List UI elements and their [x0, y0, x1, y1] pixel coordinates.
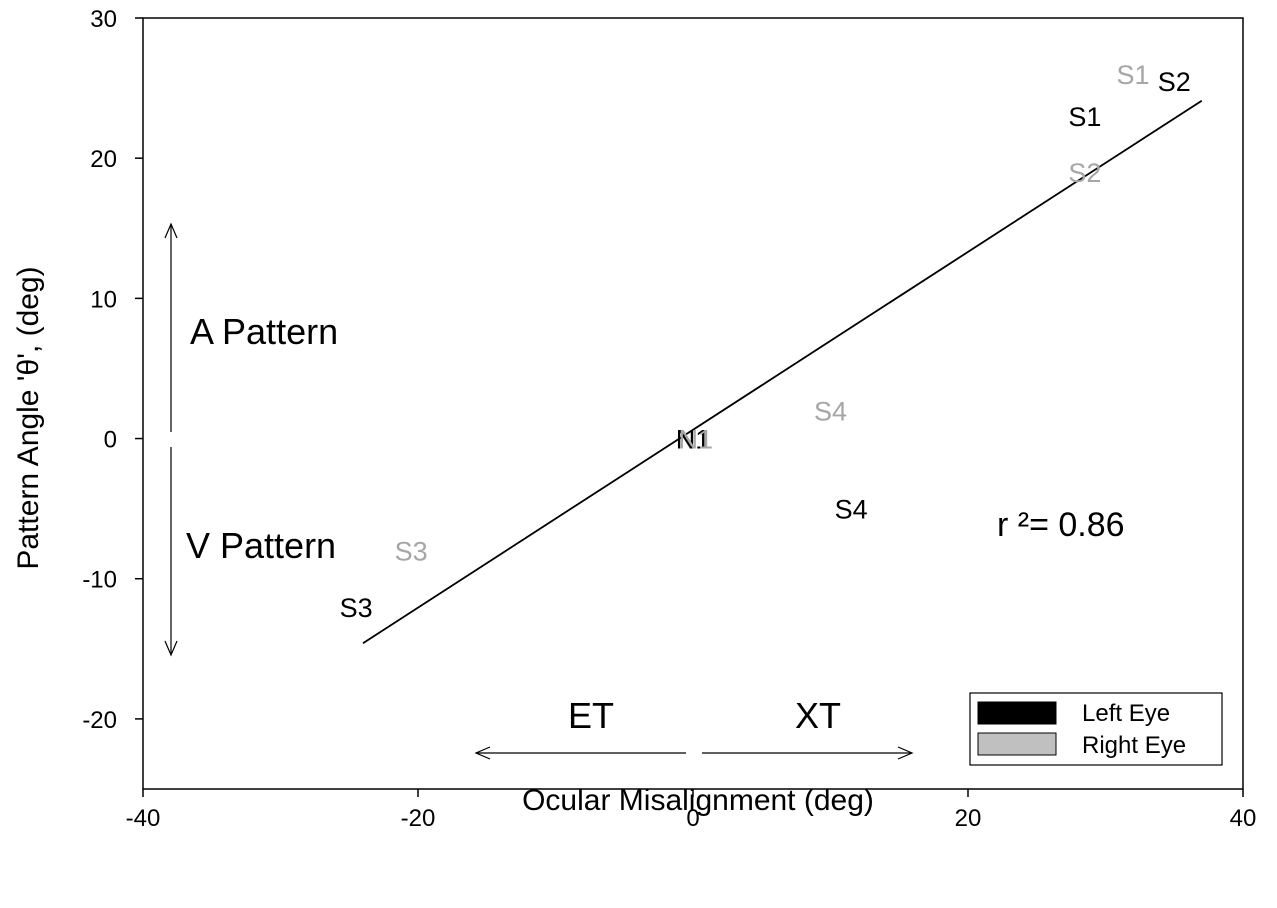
y-tick-label: 10 [90, 286, 117, 313]
point-s3-right-eye: S3 [395, 537, 428, 567]
point-n1-left-eye: N1 [676, 425, 711, 455]
legend-label-right-eye: Right Eye [1082, 732, 1186, 759]
x-tick-label: -20 [401, 805, 436, 832]
x-tick-label: 40 [1230, 805, 1257, 832]
legend-swatch-left-eye [977, 701, 1057, 725]
point-s2-right-eye: S2 [1068, 158, 1101, 188]
plot-frame [142, 17, 1244, 790]
r-squared-label: r ²= 0.86 [997, 506, 1125, 544]
point-n1-right-eye: N1 [678, 425, 713, 455]
et-arrowhead [474, 746, 491, 760]
point-s1-left-eye: S1 [1068, 102, 1101, 132]
point-s4-right-eye: S4 [814, 397, 847, 427]
x-tick-label: 20 [955, 805, 982, 832]
legend-label-left-eye: Left Eye [1082, 700, 1170, 727]
axis-ticks: -40 -20 0 20 40 -20 -10 0 10 20 30 [82, 6, 1256, 832]
y-tick-label: 20 [90, 146, 117, 173]
xt-arrowhead [897, 746, 914, 760]
fit-line [362, 99, 1203, 644]
xt-label: XT [795, 695, 841, 736]
a-pattern-label: A Pattern [190, 311, 338, 352]
v-pattern-arrowhead [164, 640, 178, 657]
a-pattern-arrowhead [164, 222, 178, 239]
point-s4-left-eye: S4 [835, 495, 868, 525]
point-s2-left-eye: S2 [1158, 67, 1191, 97]
y-tick-label: -20 [82, 707, 117, 734]
x-tick-label: -40 [126, 805, 161, 832]
point-s1-right-eye: S1 [1116, 60, 1149, 90]
legend-swatch-right-eye [977, 732, 1057, 756]
y-axis-title: Pattern Angle 'θ', (deg) [12, 266, 45, 569]
x-tick-label: 0 [686, 805, 699, 832]
et-label: ET [568, 695, 614, 736]
regression-line [362, 99, 1203, 644]
y-tick-label: 0 [104, 427, 117, 454]
y-tick-label: -10 [82, 567, 117, 594]
annotations: A Pattern V Pattern ET XT r ²= 0.86 [164, 222, 1125, 760]
point-s3-left-eye: S3 [340, 593, 373, 623]
y-tick-label: 30 [90, 6, 117, 33]
plot-area-border [142, 17, 1244, 790]
x-axis-title: Ocular Misalignment (deg) [522, 784, 874, 817]
v-pattern-label: V Pattern [186, 525, 336, 566]
legend: Left Eye Right Eye [969, 692, 1223, 766]
